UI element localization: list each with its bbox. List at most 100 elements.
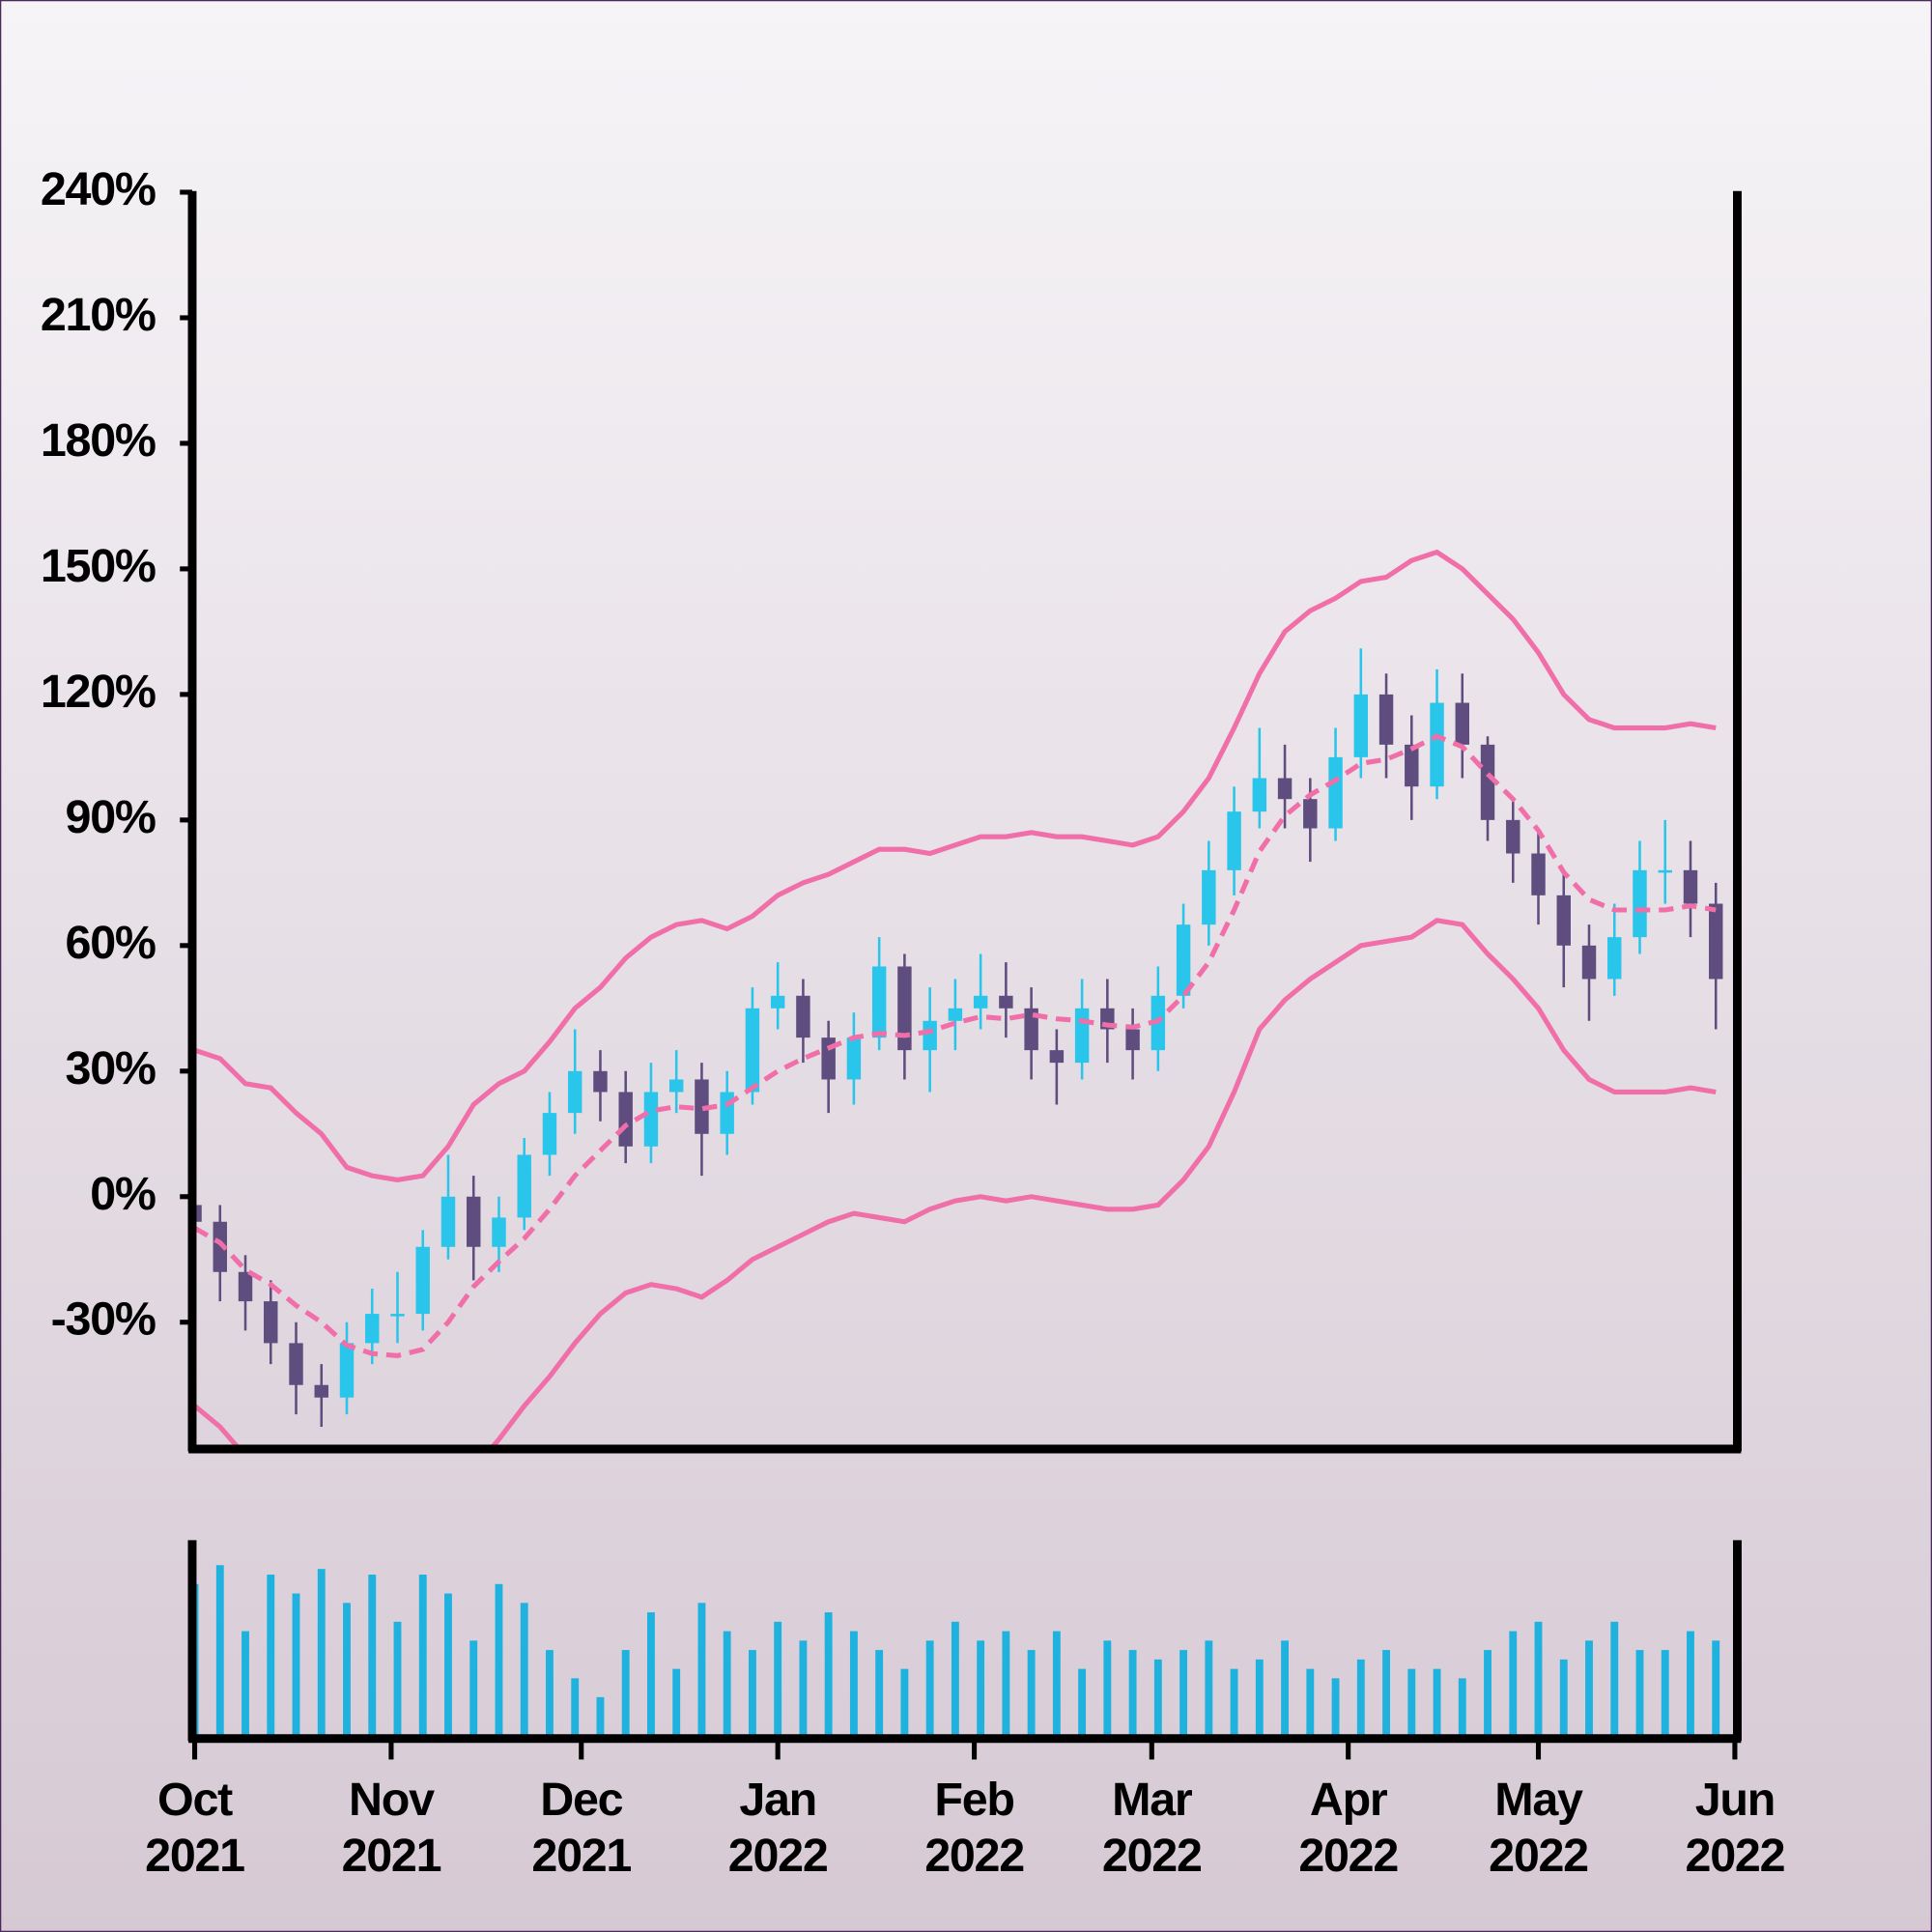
candle-body — [390, 1314, 405, 1317]
volume-bar — [343, 1603, 351, 1735]
candle-body — [289, 1343, 303, 1385]
x-tick-label: Feb 2022 — [924, 1774, 1024, 1882]
volume-bar — [1255, 1659, 1264, 1735]
volume-bar — [900, 1668, 909, 1735]
volume-bar — [1230, 1668, 1238, 1735]
volume-bar — [215, 1565, 224, 1735]
candle-body — [194, 1205, 202, 1222]
x-tick-label: Jun 2022 — [1686, 1774, 1785, 1882]
candle-body — [720, 1092, 734, 1134]
candle-body — [1378, 694, 1394, 745]
candle-body — [1353, 694, 1369, 757]
volume-bar — [1712, 1640, 1720, 1735]
x-tick-label: Dec 2021 — [531, 1774, 631, 1882]
candle-body — [467, 1196, 481, 1247]
y-tick-label: 60% — [66, 917, 156, 969]
candle-body — [1328, 756, 1343, 829]
candle-body — [1556, 895, 1571, 946]
volume-bar — [1103, 1640, 1112, 1735]
volume-plot — [190, 1565, 1720, 1735]
candle-body — [517, 1154, 531, 1218]
volume-bar — [672, 1668, 681, 1735]
candle-body — [1049, 1050, 1065, 1064]
volume-bar — [393, 1621, 402, 1735]
volume-bar — [1052, 1631, 1061, 1735]
candle-body — [415, 1246, 430, 1315]
candle-body — [1176, 924, 1191, 996]
candle-body — [339, 1343, 355, 1398]
y-tick-label: 180% — [41, 414, 156, 467]
volume-bar — [1027, 1650, 1036, 1735]
candle-body — [593, 1070, 608, 1093]
price-plot — [194, 549, 1723, 1446]
volume-bar — [723, 1631, 731, 1735]
band-upper — [194, 549, 1717, 1183]
volume-bar — [875, 1650, 884, 1735]
y-tick-label: 30% — [66, 1042, 156, 1094]
volume-bar — [317, 1569, 326, 1735]
volume-bar — [495, 1583, 503, 1735]
y-tick-label: 210% — [41, 289, 156, 341]
volume-bar — [849, 1631, 858, 1735]
candle-body — [567, 1070, 582, 1114]
volume-bar — [1484, 1650, 1492, 1735]
volume-bar — [1610, 1621, 1619, 1735]
x-tick-label: May 2022 — [1489, 1774, 1588, 1882]
volume-bar — [621, 1650, 630, 1735]
volume-bar — [1509, 1631, 1518, 1735]
candle-body — [1277, 778, 1293, 800]
candle-body — [1683, 869, 1698, 904]
candle-body — [238, 1271, 253, 1302]
volume-bar — [1002, 1631, 1010, 1735]
volume-bar — [1433, 1668, 1441, 1735]
volume-bar — [1179, 1650, 1188, 1735]
candle-body — [1506, 819, 1520, 854]
candle-body — [1430, 702, 1444, 787]
volume-bar — [1687, 1631, 1694, 1735]
candle-body — [314, 1384, 328, 1398]
volume-bar — [748, 1650, 756, 1735]
axes: -30% 0% 30% 60% 90% 120% 150% 180% 210% 240% Oct 20… — [41, 163, 1786, 1882]
candle-body — [1303, 799, 1318, 829]
volume-bar — [571, 1678, 580, 1735]
candle-body — [1607, 937, 1622, 980]
volume-bar — [1153, 1659, 1162, 1735]
y-tick-label: -30% — [51, 1293, 156, 1346]
candle-body — [213, 1221, 227, 1272]
volume-bar — [469, 1640, 478, 1735]
candle-body — [1074, 1008, 1090, 1064]
volume-bar — [1331, 1678, 1340, 1735]
volume-bar — [418, 1575, 427, 1735]
volume-bar — [368, 1575, 377, 1735]
volume-bar — [1458, 1678, 1466, 1735]
candle-body — [897, 966, 912, 1051]
volume-bar — [1078, 1668, 1087, 1735]
candle-body — [1252, 778, 1267, 812]
volume-bar — [267, 1575, 275, 1735]
candle-body — [923, 1020, 937, 1051]
y-tick-label: 0% — [90, 1168, 156, 1220]
volume-bar — [1661, 1650, 1669, 1735]
volume-bar — [1306, 1668, 1315, 1735]
candle-body — [365, 1314, 380, 1344]
volume-bar — [774, 1621, 782, 1735]
y-tick-label: 150% — [41, 540, 156, 592]
candle-body — [1455, 702, 1470, 745]
y-tick-label: 240% — [41, 163, 156, 215]
volume-bar — [647, 1612, 655, 1735]
candle-body — [1227, 811, 1241, 870]
candle-body — [1531, 853, 1546, 895]
y-tick-label: 90% — [66, 791, 156, 843]
volume-bar — [1205, 1640, 1213, 1735]
candle-body — [1633, 869, 1647, 938]
candle-body — [770, 995, 785, 1009]
candle-body — [1480, 744, 1495, 820]
volume-bar — [1356, 1659, 1365, 1735]
candle-body — [973, 995, 988, 1009]
candle-body — [492, 1217, 506, 1247]
candle-body — [695, 1079, 709, 1134]
volume-bar — [546, 1650, 554, 1735]
x-tick-label: Mar 2022 — [1102, 1774, 1202, 1882]
volume-bar — [925, 1640, 934, 1735]
